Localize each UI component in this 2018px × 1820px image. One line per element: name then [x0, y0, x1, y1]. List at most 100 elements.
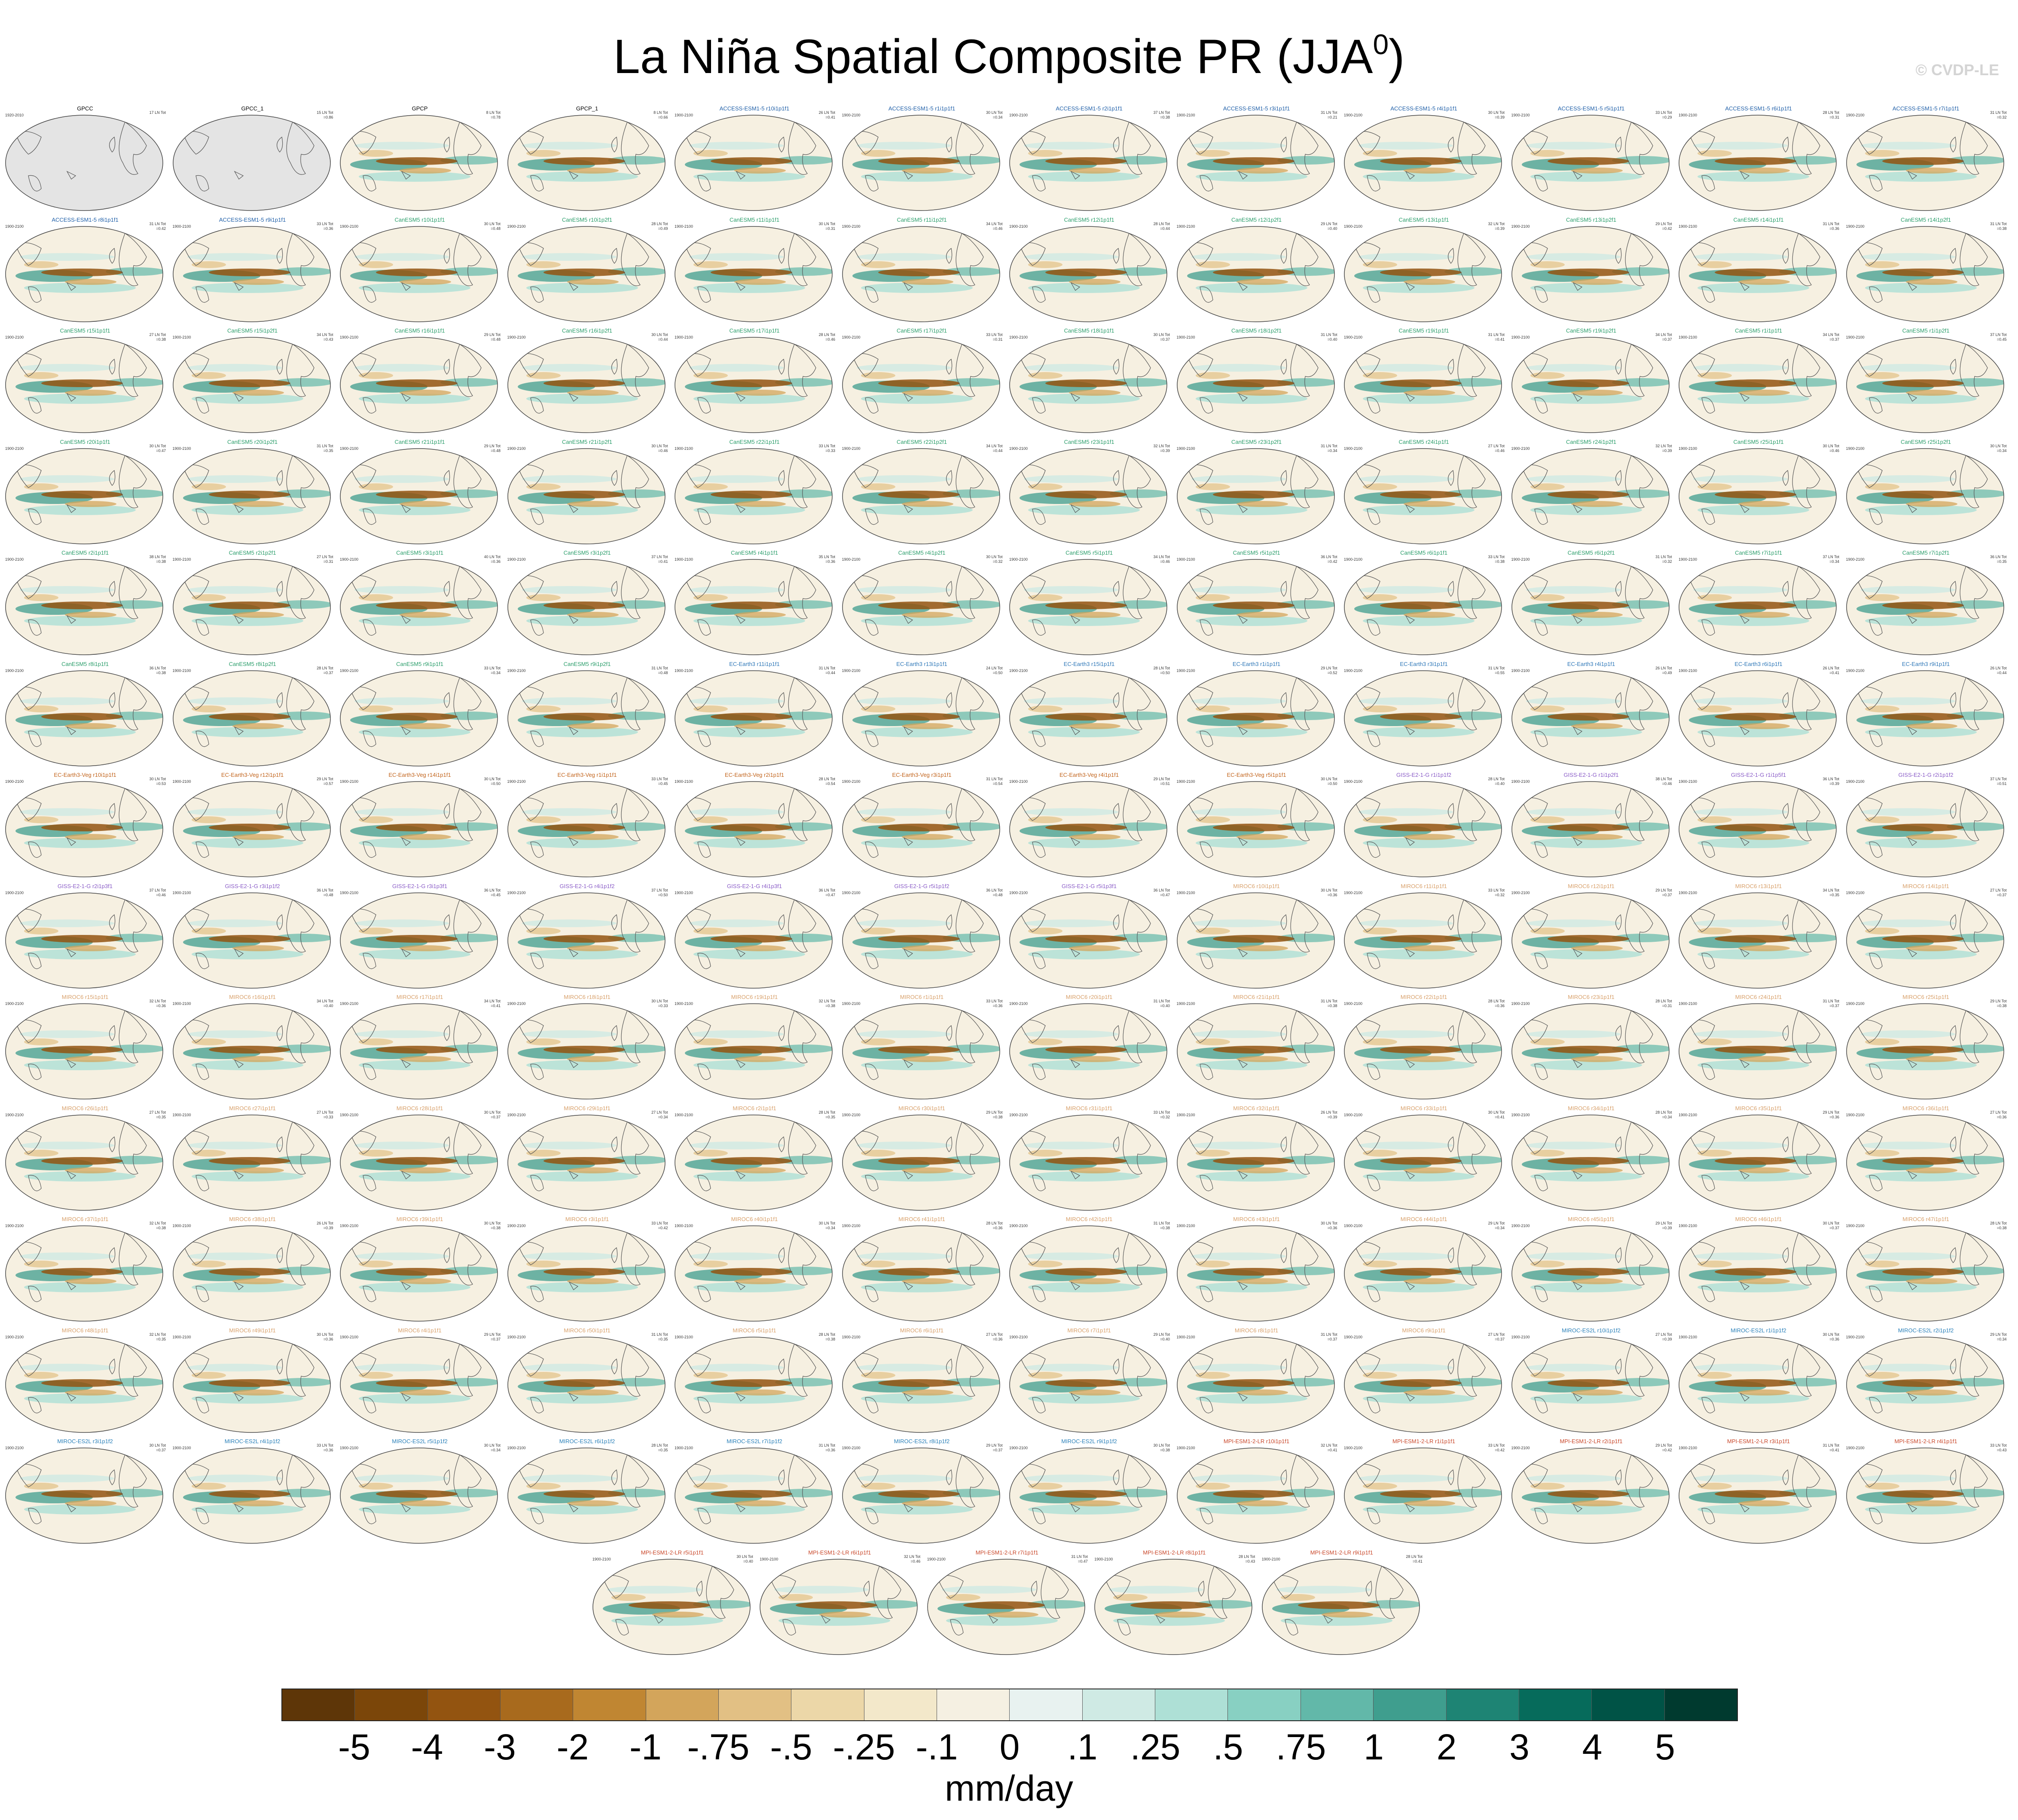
map-panel: CanESM5 r18i1p1f1 1900-2100 30 LN Tot =0.37 — [1007, 327, 1171, 438]
dry-anomaly-north — [1865, 705, 1899, 712]
coastline — [15, 353, 42, 377]
coastline — [788, 344, 816, 397]
map-plot — [1176, 1447, 1335, 1544]
panel-stats: 37 LN Tot =0.45 — [1990, 333, 2007, 342]
coastline — [1960, 566, 1988, 619]
coastline — [15, 686, 42, 710]
panel-stats: 36 LN Tot =0.47 — [818, 888, 835, 897]
wet-anomaly-north — [1024, 253, 1118, 261]
wet-anomaly-south — [24, 1504, 136, 1515]
panel-title: MIROC-ES2L r2i1p1f2 — [1898, 1327, 1954, 1334]
coastline — [1521, 797, 1548, 821]
dry-anomaly-north — [861, 1261, 895, 1267]
dry-anomaly-pacific — [1212, 934, 1294, 943]
coastline — [1868, 508, 1883, 525]
colorbar-label: 3 — [1509, 1727, 1530, 1767]
panel-period: 1900-2100 — [1846, 557, 1865, 562]
coastline — [1701, 953, 1715, 969]
wet-anomaly-south — [693, 727, 805, 737]
dry-anomaly-pacific — [1380, 1490, 1462, 1498]
coastline — [530, 1063, 544, 1080]
dry-anomaly-south — [567, 501, 619, 507]
map-outline — [675, 1447, 833, 1544]
wet-anomaly-south — [359, 838, 470, 848]
coastline — [1367, 1175, 1380, 1191]
coastline — [1615, 358, 1621, 375]
map-panel: CanESM5 r20i1p1f1 1900-2100 30 LN Tot =0.47 — [3, 439, 167, 550]
dry-anomaly-north — [693, 1149, 728, 1157]
dry-anomaly-north — [1865, 1483, 1899, 1490]
coastline — [1019, 464, 1046, 488]
map-outline — [1344, 226, 1502, 322]
coastline — [852, 1242, 879, 1265]
wet-anomaly-north — [354, 253, 449, 261]
map-plot — [1679, 226, 1837, 322]
panel-stats: 33 LN Tot =0.29 — [1655, 110, 1672, 119]
coastline — [1907, 948, 1917, 957]
panel-period: 1900-2100 — [675, 1224, 693, 1228]
dry-anomaly-south — [1571, 1056, 1623, 1062]
coastline — [119, 1010, 147, 1063]
coastline — [1572, 948, 1582, 957]
panel-stats: 33 LN Tot =0.38 — [1488, 555, 1505, 564]
dry-anomaly-south — [232, 1389, 284, 1396]
coastline — [28, 286, 42, 302]
coastline — [1907, 615, 1917, 624]
coastline — [66, 1059, 76, 1068]
map-panel: CanESM5 r16i1p2f1 1900-2100 30 LN Tot =0.44 — [506, 327, 669, 438]
coastline — [697, 619, 711, 636]
map-panel: ACCESS-ESM1-5 r3i1p1f1 1900-2100 31 LN Tot… — [1175, 105, 1338, 216]
dry-anomaly-south — [1738, 612, 1790, 618]
wet-anomaly-south — [1028, 949, 1140, 959]
map-outline — [1009, 1114, 1167, 1211]
coastline — [1367, 1397, 1380, 1413]
panel-stats: 31 LN Tot =0.32 — [1655, 555, 1672, 564]
dry-anomaly-north — [1113, 1594, 1148, 1601]
wet-anomaly-north — [1693, 697, 1788, 705]
coastline — [1688, 464, 1715, 488]
map-plot — [1344, 670, 1502, 766]
map-plot — [5, 337, 163, 433]
map-plot — [172, 1447, 331, 1544]
panel-stats: 29 LN Tot =0.51 — [1153, 777, 1170, 786]
dry-anomaly-pacific — [376, 934, 458, 943]
map-outline — [1009, 1225, 1167, 1322]
dry-anomaly-north — [1028, 594, 1062, 601]
dry-anomaly-north — [693, 261, 728, 268]
wet-anomaly-south — [526, 727, 638, 737]
wet-anomaly-south — [1697, 1282, 1809, 1292]
coastline — [946, 803, 952, 819]
wet-anomaly-north — [187, 1363, 282, 1371]
map-plot — [1176, 337, 1335, 433]
map-outline — [1511, 559, 1670, 655]
coastline — [1457, 1232, 1486, 1286]
coastline — [1186, 575, 1213, 599]
panel-period: 1900-2100 — [842, 779, 861, 784]
coastline — [182, 1242, 209, 1265]
coastline — [453, 899, 482, 953]
map-panel: CanESM5 r20i1p2f1 1900-2100 31 LN Tot =0.35 — [171, 439, 334, 550]
wet-anomaly-north — [354, 919, 449, 927]
panel-title: MIROC6 r15i1p1f1 — [61, 994, 109, 1000]
dry-anomaly-south — [1738, 1278, 1790, 1284]
panel-stats: 31 LN Tot =0.54 — [986, 777, 1003, 786]
dry-anomaly-south — [400, 278, 451, 285]
wet-anomaly-north — [856, 1030, 951, 1038]
coastline — [788, 455, 816, 508]
map-outline — [1679, 1336, 1837, 1433]
coastline — [1701, 397, 1715, 414]
dry-anomaly-pacific — [711, 934, 792, 943]
coastline — [684, 1464, 711, 1487]
coastline — [276, 247, 283, 264]
dry-anomaly-north — [1195, 1371, 1230, 1379]
panel-stats: 36 LN Tot =0.48 — [986, 888, 1003, 897]
coastline — [66, 726, 76, 735]
wet-anomaly-south — [1697, 504, 1809, 515]
panel-period: 1900-2100 — [675, 224, 693, 229]
coastline — [621, 788, 649, 841]
panel-stats: 34 LN Tot =0.37 — [1655, 333, 1672, 342]
map-plot — [340, 115, 498, 211]
map-plot — [172, 226, 331, 322]
dry-anomaly-south — [567, 278, 619, 285]
panel-stats: 26 LN Tot =0.41 — [818, 110, 835, 119]
